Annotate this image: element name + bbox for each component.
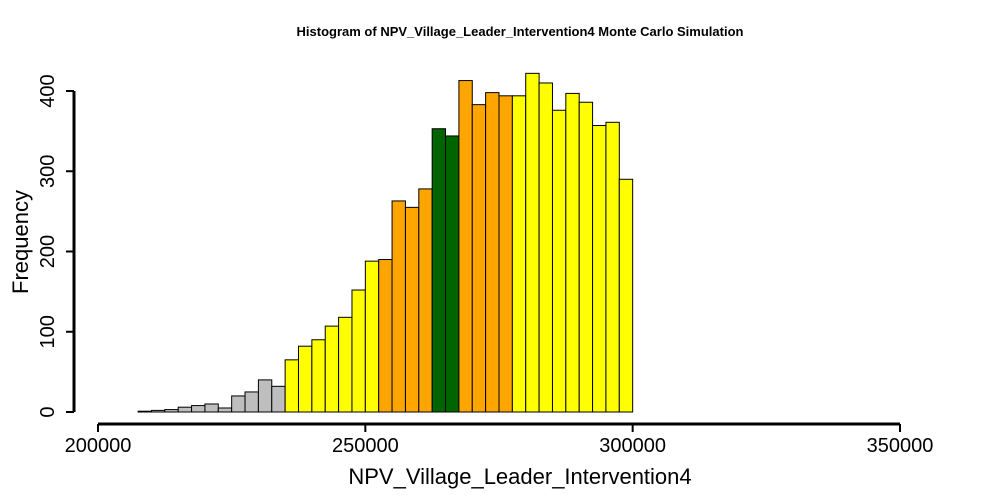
x-tick-label: 200000: [65, 435, 132, 457]
x-axis-label: NPV_Village_Leader_Intervention4: [348, 464, 691, 489]
histogram-bar: [338, 316, 353, 413]
histogram-bar: [511, 95, 527, 413]
histogram-bar: [137, 410, 152, 413]
histogram-bar: [418, 188, 433, 413]
y-tick-label: 300: [37, 155, 59, 188]
y-axis-label: Frequency: [8, 190, 33, 294]
histogram-bar: [378, 259, 393, 413]
histogram-bar: [471, 104, 487, 413]
histogram-bars: [137, 72, 634, 413]
histogram-bar: [538, 82, 553, 413]
histogram-bar: [204, 403, 219, 413]
histogram-bar: [458, 80, 473, 413]
histogram-bar: [364, 260, 380, 413]
histogram-bar: [324, 325, 340, 413]
x-tick-label: 300000: [599, 435, 666, 457]
histogram-bar: [164, 409, 179, 413]
histogram-bar: [271, 385, 286, 413]
histogram-bar: [391, 200, 406, 413]
y-tick-label: 0: [37, 406, 59, 417]
y-axis: 0 100 200 300 400: [37, 74, 76, 418]
histogram-bar: [217, 407, 233, 413]
histogram-bar: [351, 289, 366, 413]
histogram-bar: [244, 391, 259, 413]
histogram-bar: [231, 395, 246, 413]
histogram-bar: [618, 178, 634, 413]
x-tick-label: 350000: [867, 435, 934, 457]
histogram-bar: [257, 379, 273, 413]
histogram-bar: [565, 92, 580, 413]
histogram-bar: [551, 109, 567, 413]
histogram-bar: [498, 95, 513, 413]
histogram-bar: [150, 409, 166, 413]
x-axis: 200000 250000 300000 350000: [65, 422, 934, 457]
histogram-bar: [298, 345, 313, 413]
histogram-bar: [605, 121, 620, 413]
x-tick-label: 250000: [332, 435, 399, 457]
histogram-bar: [592, 125, 607, 413]
histogram-bar: [431, 128, 447, 413]
histogram-bar: [177, 406, 193, 413]
histogram-bar: [525, 72, 540, 413]
histogram-bar: [311, 339, 326, 413]
chart-title: Histogram of NPV_Village_Leader_Interven…: [297, 24, 744, 39]
y-tick-label: 200: [37, 235, 59, 268]
histogram-bar: [485, 92, 500, 413]
histogram-bar: [404, 206, 420, 413]
histogram-bar: [445, 135, 460, 413]
y-tick-label: 400: [37, 74, 59, 107]
histogram-bar: [284, 359, 300, 413]
histogram-bar: [191, 405, 206, 413]
histogram-bar: [578, 101, 594, 413]
y-tick-label: 100: [37, 315, 59, 348]
